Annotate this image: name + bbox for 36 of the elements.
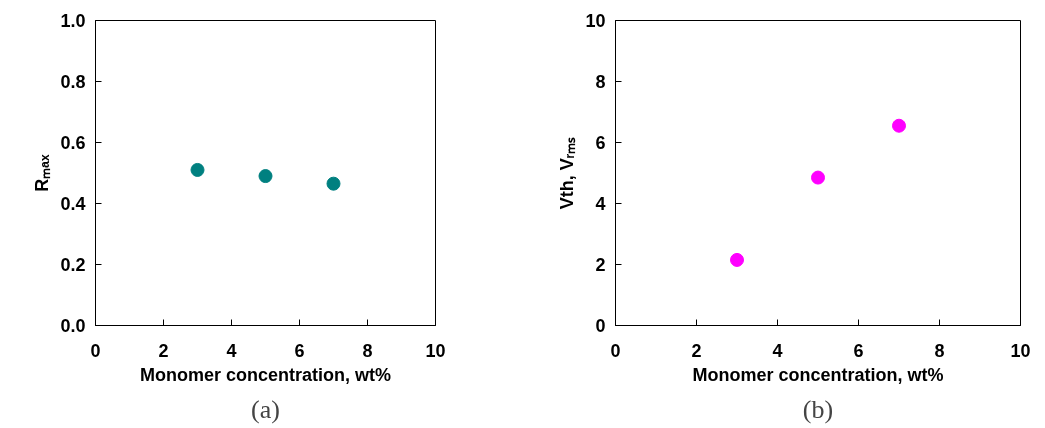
y-tick-label: 0.2 xyxy=(60,255,86,275)
x-tick-label: 2 xyxy=(158,340,169,361)
y-axis-title: Vth, Vᵣₘₛ xyxy=(557,136,578,210)
x-tick-label: 2 xyxy=(691,340,702,361)
point xyxy=(730,252,744,267)
point xyxy=(258,169,273,184)
y-tick-label: 0.4 xyxy=(60,194,86,214)
x-tick-label: 4 xyxy=(226,340,237,361)
point xyxy=(811,170,825,185)
point xyxy=(892,118,906,133)
x-tick-label: 0 xyxy=(90,340,101,361)
y-tick-label: 10 xyxy=(585,11,606,31)
y-axis-title: Rₘₐₓ xyxy=(32,153,53,192)
text: (a) xyxy=(251,394,280,424)
y-tick-label: 8 xyxy=(595,72,606,92)
y-tick-label: 2 xyxy=(595,255,606,275)
x-tick-label: 10 xyxy=(425,340,446,361)
x-tick-label: 6 xyxy=(853,340,864,361)
y-tick-label: 6 xyxy=(595,133,606,153)
point xyxy=(326,176,341,191)
x-axis-title: Monomer concentration, wt% xyxy=(692,364,944,385)
y-tick-label: 1.0 xyxy=(60,11,86,31)
x-tick-label: 0 xyxy=(610,340,621,361)
x-tick-label: 8 xyxy=(362,340,373,361)
y-tick-label: 0.8 xyxy=(60,72,86,92)
x-tick-label: 6 xyxy=(294,340,305,361)
y-tick-label: 4 xyxy=(595,194,606,214)
x-tick-label: 4 xyxy=(772,340,783,361)
text: (b) xyxy=(802,394,834,424)
point xyxy=(190,162,205,177)
y-tick-label: 0.0 xyxy=(60,316,86,336)
y-tick-label: 0.6 xyxy=(60,133,86,153)
x-tick-label: 8 xyxy=(934,340,945,361)
x-axis-title: Monomer concentration, wt% xyxy=(139,364,392,385)
y-tick-label: 0 xyxy=(595,316,606,336)
x-tick-label: 10 xyxy=(1010,340,1031,361)
